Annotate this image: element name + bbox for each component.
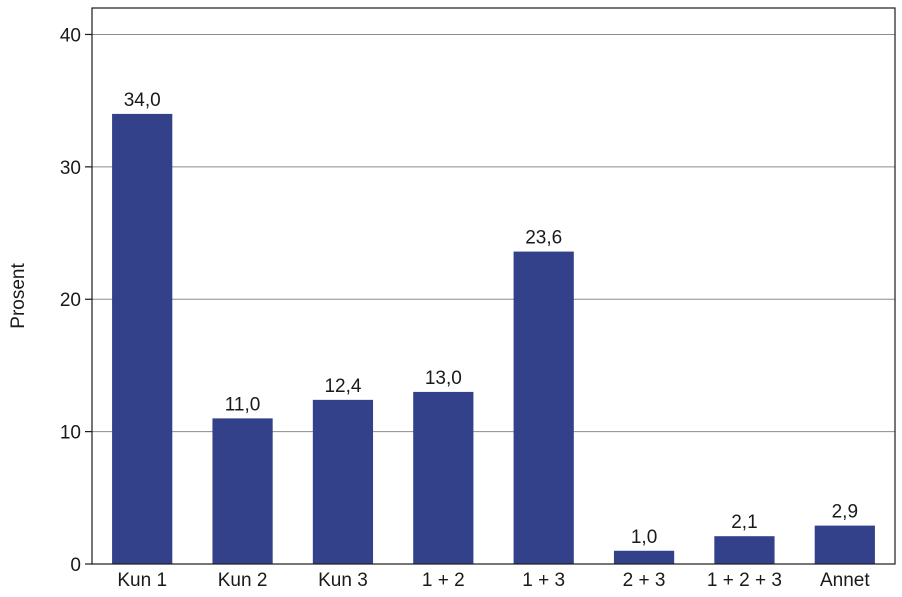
y-tick-label: 0 — [70, 555, 81, 576]
bar — [814, 525, 875, 564]
bar — [513, 251, 574, 565]
data-label: 2,9 — [832, 502, 858, 523]
data-label: 34,0 — [124, 90, 161, 111]
x-tick-label: 1 + 2 — [422, 570, 465, 591]
x-tick-label: 1 + 3 — [522, 570, 565, 591]
data-label: 1,0 — [631, 527, 657, 548]
bar — [714, 536, 775, 564]
data-labels: 34,0 Kun 1 11,0 Kun 2 12,4 Kun 3 13,0 1 + 2 23,6… — [117, 90, 870, 591]
bar — [312, 399, 374, 564]
bar — [112, 113, 173, 565]
x-tick-label: 1 + 2 + 3 — [707, 570, 782, 591]
x-tick-label: Kun 2 — [218, 570, 268, 591]
x-tick-label: 2 + 3 — [623, 570, 666, 591]
y-axis-title: Prosent — [8, 263, 29, 329]
y-tick-label: 20 — [60, 290, 81, 311]
bar — [212, 418, 273, 564]
y-tick-label: 30 — [60, 158, 81, 179]
data-label: 11,0 — [225, 394, 261, 415]
bar — [613, 550, 675, 564]
plot-frame — [91, 7, 896, 565]
x-tick-label: Annet — [820, 570, 870, 591]
bars — [112, 113, 875, 565]
y-tick-label: 10 — [60, 423, 81, 444]
data-label: 23,6 — [525, 228, 562, 249]
x-tick-label: Kun 3 — [318, 570, 368, 591]
y-tick-label: 40 — [60, 25, 81, 46]
axes: 0 10 20 30 40 — [60, 7, 896, 576]
data-label: 12,4 — [324, 376, 361, 397]
data-label: 2,1 — [731, 512, 757, 533]
bar — [413, 391, 474, 564]
data-label: 13,0 — [425, 368, 462, 389]
gridlines — [92, 33, 895, 433]
x-tick-label: Kun 1 — [117, 570, 167, 591]
